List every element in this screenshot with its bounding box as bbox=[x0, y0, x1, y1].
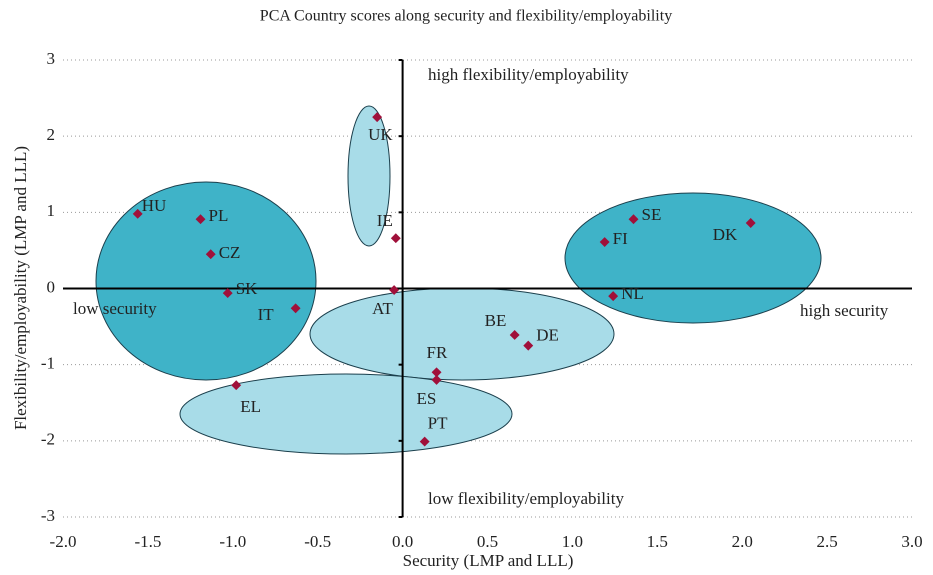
point bbox=[222, 288, 233, 299]
cluster bbox=[179, 373, 513, 455]
point-label: CZ bbox=[219, 243, 241, 262]
point bbox=[231, 380, 242, 391]
point-label: AT bbox=[372, 299, 393, 318]
y-tick-label: 0 bbox=[47, 277, 56, 296]
annotation: high security bbox=[800, 301, 889, 320]
y-tick-label: -3 bbox=[41, 506, 55, 525]
point bbox=[745, 218, 756, 228]
y-tick-label: 3 bbox=[47, 49, 56, 68]
point bbox=[389, 285, 400, 295]
x-tick-label: -1.0 bbox=[219, 532, 246, 551]
y-tick-label: -1 bbox=[41, 354, 55, 373]
point bbox=[205, 249, 216, 260]
x-tick-label: 1.5 bbox=[647, 532, 668, 551]
cluster bbox=[309, 287, 615, 381]
x-tick-label: 0.0 bbox=[392, 532, 413, 551]
cluster bbox=[564, 192, 822, 324]
x-tick-label: 1.0 bbox=[562, 532, 583, 551]
point bbox=[628, 214, 639, 225]
y-tick-label: 1 bbox=[47, 201, 56, 220]
point bbox=[195, 214, 206, 225]
x-tick-label: -2.0 bbox=[50, 532, 77, 551]
y-axis-label: Flexibility/employability (LMP and LLL) bbox=[11, 146, 30, 430]
annotation: high flexibility/employability bbox=[428, 65, 629, 84]
point-label: DK bbox=[713, 225, 738, 244]
point-label: NL bbox=[621, 284, 644, 303]
point bbox=[390, 233, 401, 244]
x-tick-label: -0.5 bbox=[304, 532, 331, 551]
point-label: IE bbox=[377, 211, 393, 230]
x-tick-label: -1.5 bbox=[134, 532, 161, 551]
cluster-ellipses bbox=[95, 105, 822, 455]
point bbox=[419, 436, 430, 447]
point bbox=[523, 340, 534, 351]
point-label: HU bbox=[142, 196, 167, 215]
point-label: PT bbox=[428, 414, 448, 433]
x-tick-label: 2.0 bbox=[732, 532, 753, 551]
point-label: SK bbox=[236, 279, 258, 298]
point-label: BE bbox=[485, 311, 507, 330]
point-label: DE bbox=[536, 326, 559, 345]
point-label: EL bbox=[240, 397, 261, 416]
annotation: low flexibility/employability bbox=[428, 489, 624, 508]
x-axis-label: Security (LMP and LLL) bbox=[403, 551, 574, 570]
point bbox=[290, 303, 301, 314]
cluster bbox=[347, 105, 391, 247]
point bbox=[599, 237, 610, 247]
cluster bbox=[95, 181, 317, 381]
point bbox=[608, 291, 619, 302]
y-tick-label: -2 bbox=[41, 430, 55, 449]
annotation: low security bbox=[73, 299, 157, 318]
point-label: UK bbox=[368, 125, 393, 144]
x-tick-label: 3.0 bbox=[901, 532, 922, 551]
x-tick-label: 0.5 bbox=[477, 532, 498, 551]
point-label: FR bbox=[427, 343, 448, 362]
point bbox=[132, 208, 143, 219]
point-label: ES bbox=[417, 389, 437, 408]
point-label: PL bbox=[209, 206, 229, 225]
point bbox=[431, 374, 442, 385]
point-label: FI bbox=[613, 229, 628, 248]
point-label: SE bbox=[642, 205, 662, 224]
chart-title: PCA Country scores along security and fl… bbox=[260, 8, 672, 25]
x-tick-label: 2.5 bbox=[816, 532, 837, 551]
point bbox=[431, 367, 442, 378]
y-tick-label: 2 bbox=[47, 125, 56, 144]
point-label: IT bbox=[258, 305, 275, 324]
